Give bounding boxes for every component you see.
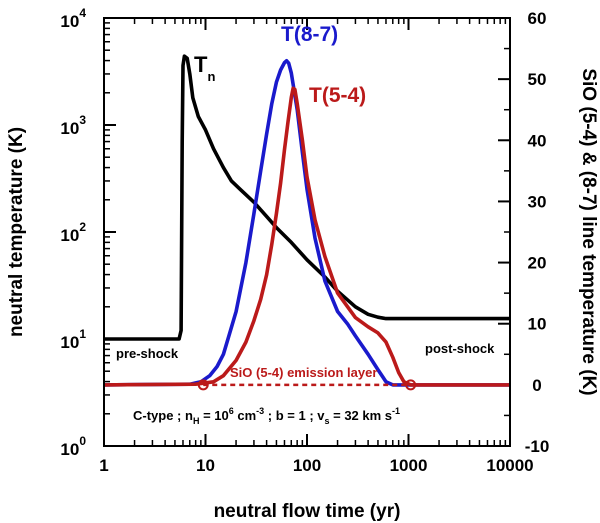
cond-unit-exp: -3 [256, 406, 264, 416]
cond-nh-sub: H [193, 416, 200, 426]
cond-density-unit: cm [234, 408, 256, 423]
emission-layer-label: SiO (5-4) emission layer [230, 365, 377, 380]
right-tick-label: -10 [525, 437, 550, 456]
shock-conditions-label: C-type ; nH = 106 cm-3 ; b = 1 ; vs = 32… [133, 406, 400, 426]
x-axis-title: neutral flow time (yr) [214, 501, 401, 522]
cond-prefix: C-type ; n [133, 408, 193, 423]
t54-series-label: T(5-4) [309, 84, 366, 107]
tn-curve [104, 54, 510, 341]
emission-layer-start-marker [197, 379, 209, 391]
tn-label-sub: n [207, 69, 215, 84]
right-axis-title: SiO (5-4) & (8-7) line temperature (K) [578, 68, 599, 395]
post-shock-label: post-shock [425, 341, 495, 356]
cond-speed: = 32 km s [330, 408, 393, 423]
left-tick-label: 103 [60, 113, 86, 138]
cond-density-exp: 6 [229, 406, 234, 416]
emission-layer-end-marker [405, 379, 417, 391]
left-tick-label: 101 [60, 327, 86, 352]
x-tick-label: 1 [99, 456, 108, 475]
x-tick-label: 100 [293, 456, 321, 475]
pre-shock-label: pre-shock [116, 346, 179, 361]
right-tick-label: 20 [528, 254, 547, 273]
series-layer [103, 54, 510, 391]
left-tick-label: 104 [60, 6, 86, 31]
right-tick-label: 0 [532, 376, 541, 395]
right-tick-label: 50 [528, 70, 547, 89]
right-tick-label: 10 [528, 315, 547, 334]
x-tick-label: 10 [196, 456, 215, 475]
right-tick-label: 30 [528, 192, 547, 211]
left-axis-title: neutral temperature (K) [6, 127, 27, 337]
t87-curve [103, 59, 510, 387]
cond-eq: = 10 [199, 408, 228, 423]
left-tick-label: 102 [60, 220, 86, 245]
right-tick-label: 40 [528, 131, 547, 150]
right-tick-label: 60 [528, 9, 547, 28]
t54-curve [103, 86, 510, 387]
cond-speed-exp: -1 [392, 406, 400, 416]
tn-series-label: Tn [194, 52, 215, 84]
t87-series-label: T(8-7) [281, 23, 338, 46]
tn-label-main: T [194, 52, 208, 77]
cond-vs-sub: s [325, 416, 330, 426]
left-tick-label: 100 [60, 434, 86, 459]
x-tick-label: 1000 [390, 456, 428, 475]
plot-frame [103, 17, 511, 447]
axis-ticks-layer: 1 10 100 1000 10000 100 101 102 103 104 -10 0 10 20 30… [60, 6, 549, 475]
x-tick-label: 10000 [486, 456, 533, 475]
cond-b-part: ; b = 1 ; v [264, 408, 325, 423]
